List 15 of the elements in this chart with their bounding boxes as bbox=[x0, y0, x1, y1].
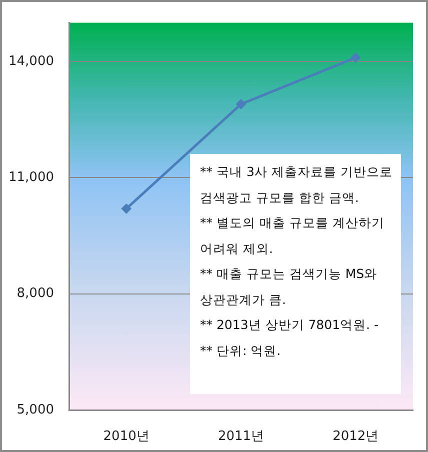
y-tick-label: 8,000 bbox=[16, 286, 54, 302]
point bbox=[350, 52, 361, 63]
annotation: ** 단위: 억원. bbox=[200, 342, 282, 360]
annotation: ** 매출 규모는 검색기능 MS와 상관관계가 큼. bbox=[200, 265, 378, 308]
x-tick-label: 2012년 bbox=[332, 429, 379, 444]
point bbox=[236, 99, 246, 110]
x-tick-label: 2010년 bbox=[103, 429, 150, 444]
y-tick-label: 11,000 bbox=[8, 170, 54, 186]
annotation: ** 2013년 상반기 7801억원. - bbox=[200, 316, 380, 334]
x-tick-label: 2011년 bbox=[218, 429, 264, 444]
annotation: ** 별도의 매출 규모를 계산하기 어려워 제외. bbox=[200, 214, 386, 258]
y-tick-label: 5,000 bbox=[16, 402, 54, 418]
annotation: ** 국내 3사 제출자료를 기반으로 검색광고 규모를 합한 금액. bbox=[200, 163, 393, 206]
y-tick-label: 14,000 bbox=[8, 54, 54, 69]
point bbox=[121, 204, 132, 214]
